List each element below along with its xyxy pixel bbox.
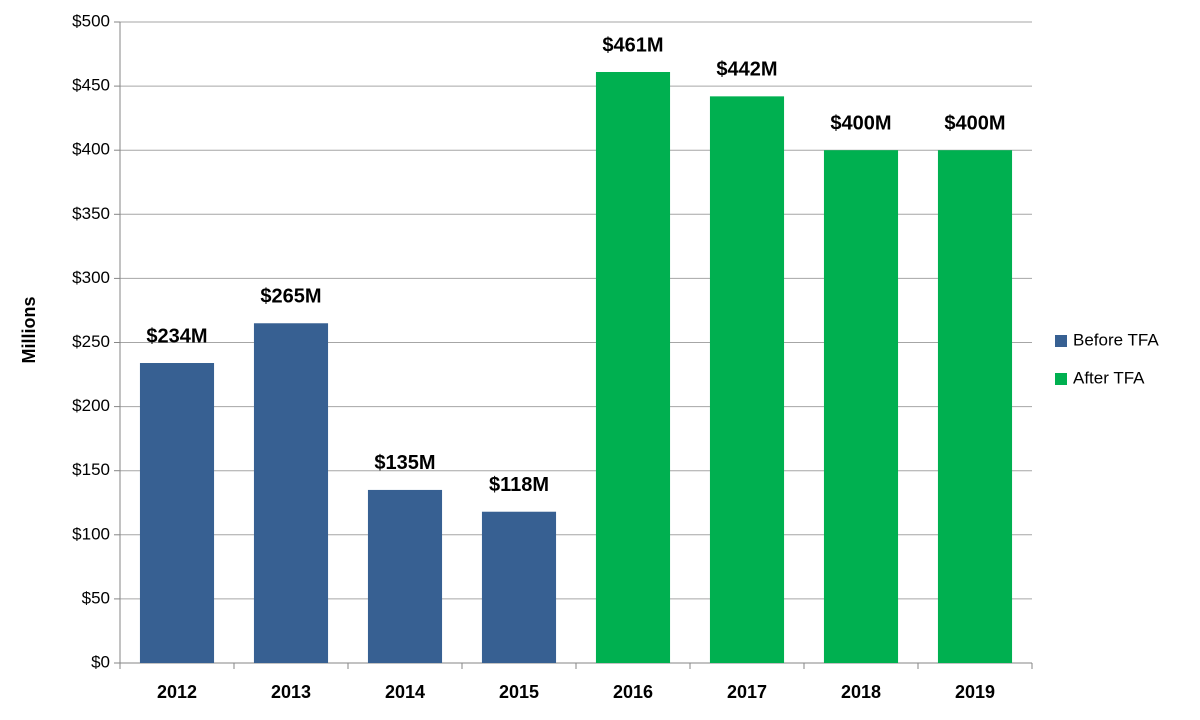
value-label: $135M [374, 452, 435, 474]
value-label: $265M [260, 286, 321, 308]
y-tick-label: $450 [72, 76, 110, 95]
bar [709, 96, 785, 663]
legend-label: After TFA [1073, 368, 1145, 387]
bar [823, 150, 899, 663]
bar [367, 489, 443, 663]
bar [139, 363, 215, 663]
y-tick-label: $100 [72, 524, 110, 543]
x-tick-label: 2016 [613, 682, 653, 702]
value-label: $442M [716, 59, 777, 81]
x-tick-label: 2013 [271, 682, 311, 702]
x-tick-label: 2015 [499, 682, 539, 702]
y-tick-label: $300 [72, 268, 110, 287]
bar [937, 150, 1013, 663]
value-label: $234M [146, 325, 207, 347]
bar [253, 323, 329, 663]
x-tick-label: 2018 [841, 682, 881, 702]
value-label: $461M [602, 34, 663, 56]
x-tick-label: 2014 [385, 682, 425, 702]
y-tick-label: $200 [72, 396, 110, 415]
x-tick-label: 2017 [727, 682, 767, 702]
y-tick-label: $400 [72, 140, 110, 159]
value-label: $400M [944, 112, 1005, 134]
y-axis-title: Millions [19, 297, 39, 364]
bar [481, 511, 557, 663]
legend-label: Before TFA [1073, 330, 1159, 349]
value-label: $400M [830, 112, 891, 134]
bar [595, 71, 671, 664]
y-tick-label: $350 [72, 204, 110, 223]
value-label: $118M [489, 474, 549, 496]
y-tick-label: $500 [72, 11, 110, 30]
legend-swatch [1055, 373, 1067, 385]
y-tick-label: $250 [72, 332, 110, 351]
legend-swatch [1055, 335, 1067, 347]
y-tick-label: $150 [72, 460, 110, 479]
x-tick-label: 2012 [157, 682, 197, 702]
y-tick-label: $50 [82, 588, 110, 607]
y-tick-label: $0 [91, 652, 110, 671]
x-tick-label: 2019 [955, 682, 995, 702]
